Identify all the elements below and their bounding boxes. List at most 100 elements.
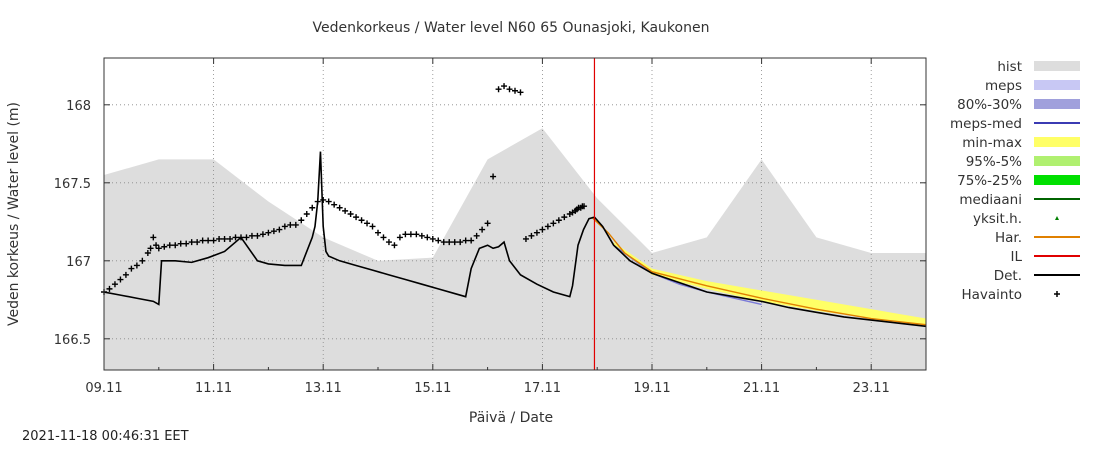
har-line: [591, 216, 926, 326]
legend-item-min-max: min-max: [962, 135, 1080, 151]
legend-item-75-25: 75%-25%: [957, 173, 1080, 189]
x-tick-label: 17.11: [524, 381, 561, 396]
observation-marker: [265, 229, 272, 236]
legend-item-il: IL: [1010, 249, 1080, 265]
observation-marker: [320, 196, 327, 203]
legend-label: meps: [985, 78, 1022, 94]
observation-marker: [188, 239, 195, 246]
observation-marker: [581, 203, 588, 210]
observation-marker-layer: [101, 83, 588, 295]
observation-marker: [358, 217, 365, 224]
observation-marker: [205, 237, 212, 244]
observation-marker: [270, 228, 277, 235]
legend-swatch: [1034, 80, 1080, 90]
legend: hist meps 80%-30% meps-med min-max 95%-5% 75%-…: [950, 59, 1080, 303]
legend-swatch: [1034, 175, 1080, 185]
observation-marker: [259, 231, 266, 238]
y-tick-label: 168: [66, 99, 91, 114]
observation-marker: [287, 221, 294, 228]
legend-label: 75%-25%: [957, 173, 1022, 189]
legend-item-meps: meps: [985, 78, 1080, 94]
observation-marker: [473, 232, 480, 239]
legend-item-mediaani: mediaani: [959, 192, 1080, 208]
observation-marker: [227, 235, 234, 242]
plot-frame: [103, 57, 927, 371]
observation-marker: [276, 226, 283, 233]
legend-label: hist: [997, 59, 1022, 75]
observation-marker: [232, 234, 239, 241]
observation-marker: [281, 223, 288, 230]
forecast-band-layer: [613, 242, 926, 325]
y-tick-label: 167: [66, 255, 91, 270]
observation-marker: [128, 265, 135, 272]
observation-marker: [424, 234, 431, 241]
observation-marker: [248, 232, 255, 239]
observation-marker: [166, 242, 173, 249]
observation-marker: [133, 262, 140, 269]
legend-label: 80%-30%: [957, 97, 1022, 113]
legend-dot: [1055, 216, 1059, 220]
observation-marker: [501, 83, 508, 90]
legend-swatch: [1034, 61, 1080, 71]
observation-marker: [446, 239, 453, 246]
observation-marker: [533, 229, 540, 236]
y-axis-label: Veden korkeus / Water level (m): [6, 102, 22, 326]
legend-label: min-max: [962, 135, 1022, 151]
legend-swatch: [1034, 137, 1080, 147]
min-max-band: [613, 242, 926, 325]
observation-marker: [194, 239, 201, 246]
timestamp: 2021-11-18 00:46:31 EET: [22, 429, 189, 444]
legend-plus: [1054, 291, 1060, 297]
observation-marker: [309, 204, 316, 211]
legend-item-80-30: 80%-30%: [957, 97, 1080, 113]
legend-label: Det.: [994, 268, 1022, 284]
observation-marker: [106, 285, 113, 292]
observation-marker: [396, 234, 403, 241]
observation-marker: [210, 237, 217, 244]
observation-marker: [380, 234, 387, 241]
y-tick-label: 166.5: [54, 333, 91, 348]
observation-marker: [199, 237, 206, 244]
observation-marker: [183, 240, 190, 247]
series-line-layer: [104, 58, 926, 370]
observation-marker: [375, 229, 381, 236]
observation-marker: [331, 201, 338, 208]
x-tick-label: 23.11: [853, 381, 890, 396]
observation-marker: [117, 276, 124, 283]
grid-layer: [104, 58, 926, 370]
observation-marker: [413, 231, 420, 238]
x-tick-label: 19.11: [633, 381, 670, 396]
observation-marker: [303, 211, 310, 217]
observation-marker: [561, 214, 568, 221]
legend-item-hist: hist: [997, 59, 1080, 75]
observation-marker: [336, 204, 343, 211]
det-line: [104, 151, 926, 328]
observation-marker: [440, 239, 447, 246]
legend-item-95-5: 95%-5%: [966, 154, 1080, 170]
observation-marker: [325, 198, 332, 205]
legend-item-yksit-h: yksit.h.: [973, 211, 1059, 227]
observation-marker: [153, 242, 160, 249]
observation-marker: [522, 235, 529, 242]
legend-swatch: [1034, 99, 1080, 109]
observation-marker: [150, 234, 157, 241]
observation-marker: [139, 257, 146, 264]
observation-marker: [177, 240, 184, 247]
observation-marker: [479, 226, 486, 233]
observation-marker: [484, 220, 491, 227]
observation-marker: [369, 223, 376, 230]
observation-marker: [435, 237, 442, 244]
legend-item-havainto: Havainto: [961, 287, 1060, 303]
observation-marker: [144, 250, 151, 256]
observation-marker: [385, 239, 392, 246]
observation-marker: [238, 234, 244, 241]
chart-title: Vedenkorkeus / Water level N60 65 Ounasj…: [313, 20, 710, 36]
observation-marker: [391, 242, 398, 249]
observation-marker: [147, 245, 154, 252]
legend-label: IL: [1010, 249, 1022, 265]
legend-item-meps-med: meps-med: [950, 116, 1080, 132]
y-tick-label: 167.5: [54, 177, 91, 192]
legend-label: yksit.h.: [973, 211, 1022, 227]
legend-label: meps-med: [950, 116, 1022, 132]
